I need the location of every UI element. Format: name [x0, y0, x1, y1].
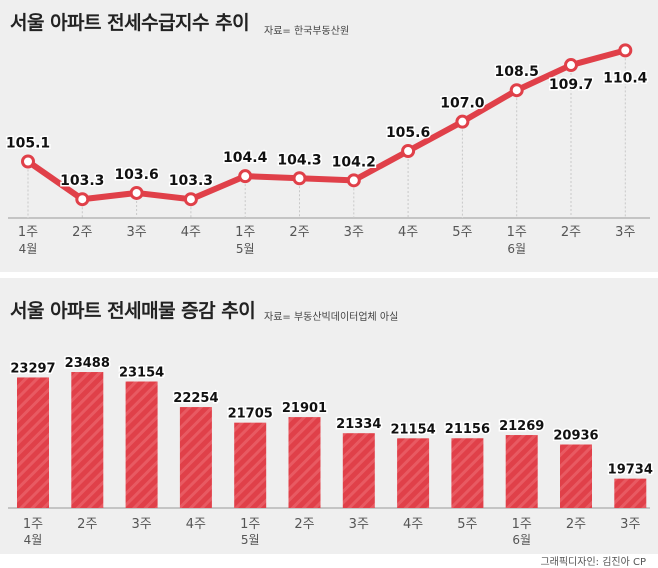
data-label: 21269: [499, 419, 544, 434]
data-label: 23488: [65, 356, 110, 371]
x-tick-label: 2주: [72, 225, 92, 240]
month-label: 6월: [512, 533, 531, 547]
bar: [451, 438, 484, 508]
x-tick-label: 4주: [186, 517, 206, 532]
x-tick-label: 3주: [615, 225, 635, 240]
x-tick-label: 5주: [457, 517, 477, 532]
data-label: 104.4: [223, 150, 268, 166]
data-label: 21154: [390, 422, 435, 437]
data-point: [21, 154, 35, 169]
month-label: 5월: [241, 533, 260, 547]
line-chart: 105.1 103.3 103.6 103.3 104.4 104.3 104.2 105.6…: [4, 43, 650, 256]
data-point: [183, 192, 198, 207]
data-point: [346, 173, 361, 188]
data-point: [618, 43, 633, 58]
data-point: [401, 144, 416, 159]
data-point: [455, 114, 470, 129]
data-point: [564, 58, 578, 73]
bar: [614, 478, 647, 508]
bar: [234, 422, 267, 508]
data-label: 107.0: [440, 96, 485, 112]
x-tick-label: 2주: [77, 517, 97, 532]
x-tick-label: 3주: [620, 517, 640, 532]
x-tick-label: 3주: [131, 517, 151, 532]
data-point: [75, 192, 90, 207]
data-label: 20936: [553, 428, 598, 443]
credit: 그래픽디자인: 김진아 CP: [540, 557, 646, 568]
data-label: 103.3: [169, 173, 213, 189]
data-label: 103.6: [114, 167, 158, 183]
bar-chart-source: 자료= 부동산빅데이터업체 아실: [264, 312, 399, 323]
data-label: 22254: [173, 391, 218, 406]
x-tick-label: 2주: [566, 517, 586, 532]
data-label: 104.2: [332, 154, 376, 170]
series-line: [25, 47, 629, 203]
bar: [179, 407, 212, 508]
data-point: [238, 169, 253, 184]
data-point: [509, 83, 524, 98]
x-tick-label: 3주: [126, 225, 146, 240]
data-label: 109.7: [549, 77, 593, 93]
month-label: 5월: [236, 242, 255, 256]
data-label: 105.6: [386, 125, 430, 141]
month-label: 6월: [507, 242, 526, 256]
bar: [288, 417, 321, 508]
bar-chart-title: 서울 아파트 전세매물 증감 추이: [10, 300, 256, 322]
bar: [71, 372, 104, 508]
bar: [342, 433, 375, 508]
x-tick-label: 3주: [344, 225, 364, 240]
x-tick-label: 4주: [181, 225, 201, 240]
x-tick-label: 4주: [403, 517, 423, 532]
data-label: 21901: [282, 401, 327, 416]
x-tick-label: 2주: [561, 225, 581, 240]
bar-chart-panel: 서울 아파트 전세매물 증감 추이 자료= 부동산빅데이터업체 아실 23297…: [0, 278, 658, 554]
data-label: 104.3: [277, 152, 321, 168]
bar: [17, 377, 49, 508]
data-label: 21334: [336, 417, 381, 432]
x-tick-label: 1주: [240, 517, 260, 532]
data-label: 19734: [608, 463, 653, 478]
data-label: 21705: [228, 407, 273, 422]
bar: [560, 444, 592, 508]
data-label: 110.4: [603, 70, 648, 86]
x-tick-label: 1주: [18, 225, 38, 240]
bar: [397, 438, 430, 508]
x-tick-label: 1주: [512, 517, 532, 532]
x-tick-label: 1주: [23, 517, 43, 532]
x-tick-label: 1주: [235, 225, 255, 240]
data-label: 23154: [119, 366, 164, 381]
x-tick-label: 4주: [398, 225, 418, 240]
x-tick-label: 3주: [349, 517, 369, 532]
data-label: 105.1: [6, 135, 50, 151]
bar: [505, 435, 538, 508]
data-label: 103.3: [60, 173, 104, 189]
data-label: 108.5: [495, 64, 539, 80]
bar: [125, 381, 158, 508]
data-label: 23297: [10, 361, 55, 376]
data-point: [292, 171, 307, 186]
data-point: [129, 185, 144, 200]
x-tick-label: 1주: [507, 225, 527, 240]
x-tick-label: 2주: [294, 517, 314, 532]
x-tick-label: 2주: [289, 225, 309, 240]
x-tick-label: 5주: [452, 225, 472, 240]
bar-chart: 23297 23488 23154 22254 21705 21901 21334 21154…: [8, 355, 654, 547]
month-label: 4월: [24, 533, 43, 547]
line-chart-source: 자료= 한국부동산원: [264, 26, 350, 37]
line-chart-title: 서울 아파트 전세수급지수 추이: [10, 12, 250, 34]
data-label: 21156: [445, 422, 490, 437]
month-label: 4월: [19, 242, 38, 256]
line-chart-panel: 서울 아파트 전세수급지수 추이 자료= 한국부동산원 105.1 103.3 10…: [0, 0, 658, 272]
